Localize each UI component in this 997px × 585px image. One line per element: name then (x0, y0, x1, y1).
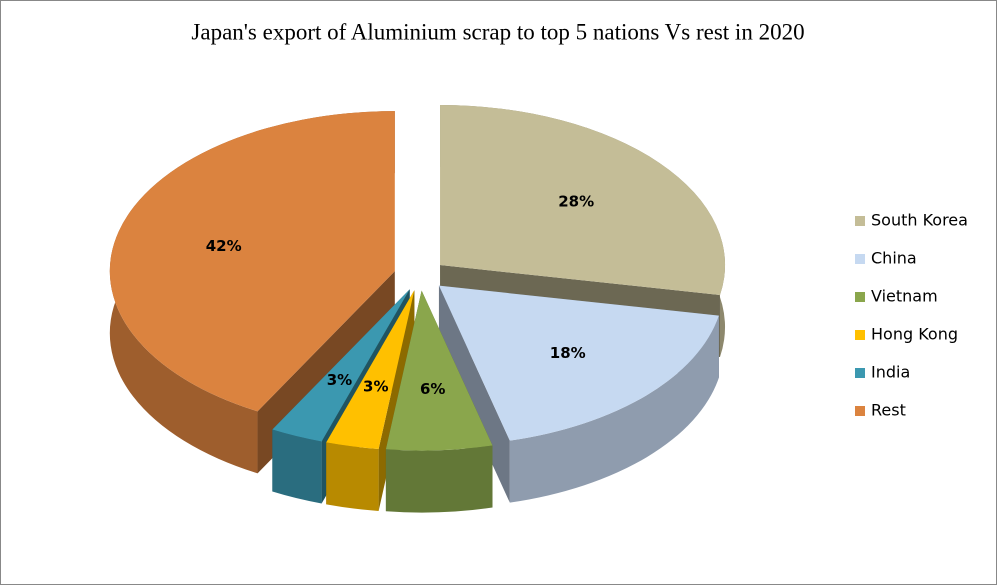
data-label: 42% (206, 237, 242, 255)
legend-label: India (871, 363, 910, 382)
legend-label: South Korea (871, 211, 968, 230)
slice-wall (272, 429, 322, 504)
legend-swatch (855, 292, 865, 302)
slice-top (326, 290, 415, 449)
slice (385, 290, 493, 513)
slice-wall (509, 315, 719, 503)
slice-top (385, 290, 493, 451)
slice-wall (326, 442, 379, 511)
slice-top (109, 111, 395, 412)
data-label: 3% (327, 371, 352, 389)
legend-swatch (855, 330, 865, 340)
legend-swatch (855, 254, 865, 264)
legend-label: Hong Kong (871, 325, 958, 344)
legend-swatch (855, 406, 865, 416)
data-label: 18% (550, 344, 586, 362)
legend-swatch (855, 216, 865, 226)
pie: 28% 18% 6% 3% 3% 42% (109, 105, 726, 513)
legend-label: China (871, 249, 917, 268)
legend-swatch (855, 368, 865, 378)
legend: South Korea China Vietnam Hong Kong India Res… (855, 211, 968, 420)
slice-top (440, 105, 726, 296)
data-label: 6% (420, 380, 445, 398)
slice-top (438, 285, 719, 441)
legend-label: Rest (871, 401, 906, 420)
data-label: 3% (363, 378, 388, 396)
chart-title: Japan's export of Aluminium scrap to top… (191, 19, 804, 44)
slice-top (272, 289, 410, 442)
data-label: 28% (558, 192, 594, 210)
slice-wall (385, 445, 493, 513)
legend-label: Vietnam (871, 287, 938, 306)
